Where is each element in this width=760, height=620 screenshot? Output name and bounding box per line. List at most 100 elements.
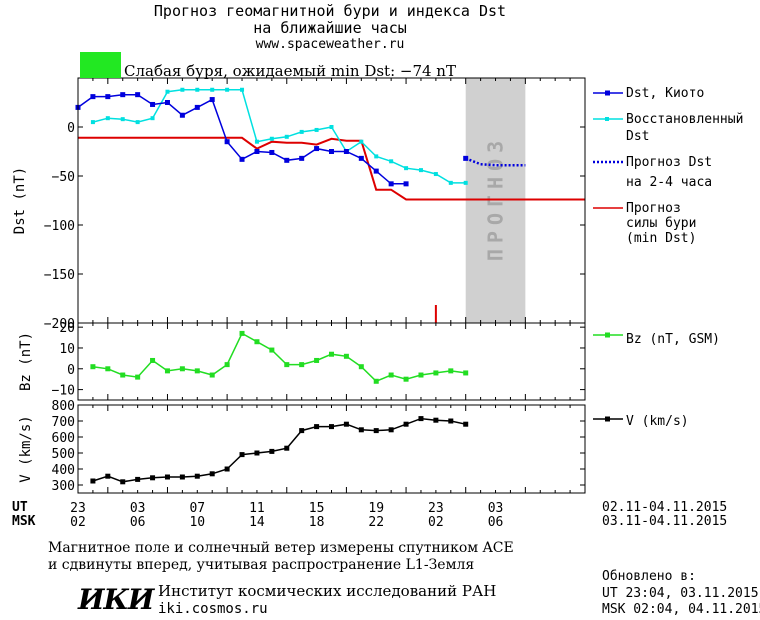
- v-point: [164, 474, 170, 480]
- institute-name[interactable]: Институт космических исследований РАН: [158, 582, 497, 600]
- bz-point: [343, 353, 349, 359]
- v-point: [299, 428, 305, 434]
- legend-storm-1: Прогноз: [626, 201, 681, 216]
- restored-dst-point: [269, 136, 274, 141]
- restored-dst-point: [120, 117, 125, 122]
- msk-date-range: 03.11-04.11.2015: [602, 514, 728, 529]
- v-point: [329, 424, 334, 430]
- bz-point: [135, 374, 141, 380]
- v-point: [135, 476, 141, 482]
- storm-line: [78, 136, 585, 201]
- msk-tick-label: 02: [428, 515, 444, 530]
- dst-point: [135, 92, 141, 98]
- bz-ytick-label: 10: [59, 342, 75, 357]
- restored-dst-point: [433, 172, 438, 177]
- legend-restored-2: Dst: [626, 129, 649, 144]
- v-point: [418, 416, 424, 422]
- v-point: [105, 473, 111, 479]
- v-ytick-label: 300: [52, 479, 75, 494]
- v-point: [358, 427, 364, 433]
- restored-dst-point: [284, 134, 289, 139]
- restored-dst-line: [92, 89, 466, 184]
- legend-v: V (km/s): [626, 414, 689, 429]
- msk-tick-label: 22: [368, 515, 384, 530]
- restored-dst-point: [404, 166, 409, 171]
- bz-point: [388, 372, 394, 378]
- legend-dst: Dst, Киото: [626, 86, 704, 101]
- footnote-line-2: и сдвинуты вперед, учитывая распростране…: [48, 557, 475, 573]
- bz-point: [209, 372, 215, 378]
- restored-dst-point: [150, 116, 155, 121]
- v-point: [388, 427, 394, 433]
- v-ytick-label: 800: [52, 399, 75, 414]
- v-ylabel: V (km/s): [18, 415, 34, 482]
- updated-msk: MSK 02:04, 04.11.2015: [602, 602, 760, 617]
- legend-forecast-2: на 2-4 часа: [626, 175, 712, 190]
- dst-point: [194, 104, 200, 110]
- v-ytick-label: 400: [52, 463, 75, 478]
- v-point: [314, 424, 320, 430]
- dst-point: [179, 112, 185, 118]
- restored-legend-marker: [605, 117, 609, 121]
- bz-point: [433, 370, 439, 376]
- v-point: [269, 448, 275, 454]
- v-ytick-label: 500: [52, 447, 75, 462]
- chart-title: Прогноз геомагнитной бури и индекса Dst: [153, 2, 507, 20]
- restored-dst-point: [389, 159, 394, 164]
- v-point: [194, 473, 200, 479]
- chart-subtitle: на ближайшие часы: [253, 19, 407, 37]
- v-point: [239, 452, 245, 458]
- restored-dst-point: [105, 116, 110, 121]
- bz-point: [403, 376, 409, 382]
- dst-ytick-label: −150: [44, 268, 75, 283]
- bz-point: [373, 378, 379, 384]
- site-url: www.spaceweather.ru: [255, 37, 405, 52]
- dst-point: [343, 149, 349, 154]
- bz-point: [224, 362, 230, 368]
- ut-label: UT: [12, 500, 28, 515]
- v-point: [179, 474, 185, 480]
- v-point: [403, 421, 409, 427]
- bz-point: [329, 351, 334, 357]
- dst-point: [358, 155, 364, 161]
- restored-dst-point: [195, 87, 200, 92]
- dst-point: [373, 168, 379, 174]
- v-point: [463, 421, 469, 427]
- v-point: [150, 475, 156, 481]
- v-legend-marker: [605, 416, 610, 422]
- v-frame: [77, 404, 586, 494]
- dst-point: [239, 156, 245, 162]
- dst-point: [269, 149, 275, 155]
- restored-dst-point: [180, 87, 185, 92]
- bz-point: [120, 372, 126, 378]
- institute-url[interactable]: iki.cosmos.ru: [158, 601, 268, 617]
- dst-point: [224, 139, 230, 145]
- dst-line: [77, 93, 407, 185]
- msk-tick-label: 10: [189, 515, 205, 530]
- ut-tick-label: 23: [70, 501, 86, 516]
- bz-point: [463, 370, 469, 376]
- v-point: [373, 428, 379, 434]
- msk-tick-label: 06: [130, 515, 146, 530]
- bz-line: [92, 332, 466, 383]
- bz-point: [90, 364, 96, 370]
- bz-point: [284, 362, 290, 368]
- restored-dst-point: [299, 129, 304, 134]
- ut-date-range: 02.11-04.11.2015: [602, 500, 728, 515]
- dst-ytick-label: −100: [44, 219, 75, 234]
- dst-ytick-label: −200: [44, 317, 75, 332]
- v-point: [224, 466, 230, 472]
- bz-point: [254, 339, 260, 345]
- bz-point: [164, 368, 170, 374]
- dst-ytick-label: −50: [52, 170, 75, 185]
- v-point: [284, 445, 290, 451]
- iki-logo: ИКИ: [78, 583, 154, 616]
- restored-dst-point: [314, 127, 319, 132]
- ut-tick-label: 03: [488, 501, 504, 516]
- restored-dst-point: [135, 120, 140, 125]
- ut-tick-label: 07: [189, 501, 205, 516]
- bz-ytick-label: −10: [52, 384, 75, 399]
- ut-tick-label: 23: [428, 501, 444, 516]
- v-line: [92, 417, 466, 483]
